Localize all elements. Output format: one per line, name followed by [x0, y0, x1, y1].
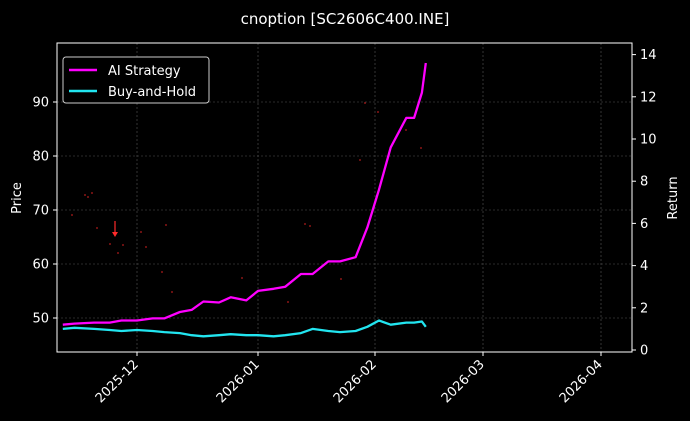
legend-label-ai-strategy: AI Strategy	[108, 64, 181, 79]
y-axis-label-left: Price	[10, 182, 25, 214]
y-tick-label-left: 60	[32, 258, 49, 273]
signal-dot	[377, 111, 379, 113]
series-line-buy-hold	[62, 319, 427, 338]
signal-dot	[364, 102, 366, 104]
y-tick-label-left: 50	[32, 312, 49, 327]
y-tick-label-right: 4	[640, 259, 648, 274]
signal-dot	[340, 278, 342, 280]
signal-dot	[171, 291, 173, 293]
y-tick-label-right: 0	[640, 344, 648, 359]
x-tick-label: 2025-12	[93, 357, 142, 406]
signal-dot	[420, 147, 422, 149]
series-line-ai-strategy	[62, 62, 427, 326]
y-tick-label-right: 14	[640, 48, 657, 63]
chart-title: cnoption [SC2606C400.INE]	[241, 10, 450, 28]
x-tick-label: 2026-02	[331, 357, 380, 406]
x-tick-label: 2026-01	[214, 357, 263, 406]
x-tick-label: 2026-03	[439, 357, 488, 406]
signal-dot	[84, 194, 86, 196]
right-axis: 0 2 4 6 8 10 12 14	[632, 48, 657, 359]
signal-dot	[165, 224, 167, 226]
arrow-head-icon	[112, 232, 118, 237]
y-tick-label-left: 70	[32, 204, 49, 219]
signal-dot	[71, 214, 73, 216]
y-tick-label-right: 12	[640, 90, 657, 105]
y-tick-label-right: 6	[640, 217, 648, 232]
y-axis-label-right: Return	[666, 176, 681, 219]
signal-dot	[122, 244, 124, 246]
signal-dot	[140, 231, 142, 233]
y-tick-label-right: 10	[640, 133, 657, 148]
x-axis: 2025-12 2026-01 2026-02 2026-03 2026-04	[93, 352, 606, 406]
signal-dot	[161, 271, 163, 273]
signal-dot	[87, 196, 89, 198]
signal-dot	[309, 225, 311, 227]
signal-dot	[287, 301, 289, 303]
signal-dot	[117, 252, 119, 254]
y-tick-label-right: 8	[640, 175, 648, 190]
y-tick-label-right: 2	[640, 301, 648, 316]
legend-box	[62, 56, 210, 104]
signal-dots	[71, 102, 422, 303]
signal-arrow	[112, 221, 118, 237]
signal-dot	[359, 159, 361, 161]
grid	[57, 43, 632, 352]
y-tick-label-left: 80	[32, 150, 49, 165]
signal-dot	[304, 223, 306, 225]
signal-dot	[109, 243, 111, 245]
series-lines	[62, 62, 427, 338]
signal-dot	[145, 246, 147, 248]
signal-dot	[241, 277, 243, 279]
x-tick-label: 2026-04	[557, 357, 606, 406]
signal-dot	[405, 129, 407, 131]
signal-dot	[91, 192, 93, 194]
y-tick-label-left: 90	[32, 96, 49, 111]
plot-frame	[56, 42, 633, 353]
legend-label-buy-hold: Buy-and-Hold	[108, 85, 196, 100]
signal-dot	[96, 227, 98, 229]
left-axis: 50 60 70 80 90	[32, 96, 57, 327]
legend: AI Strategy Buy-and-Hold	[62, 56, 210, 104]
